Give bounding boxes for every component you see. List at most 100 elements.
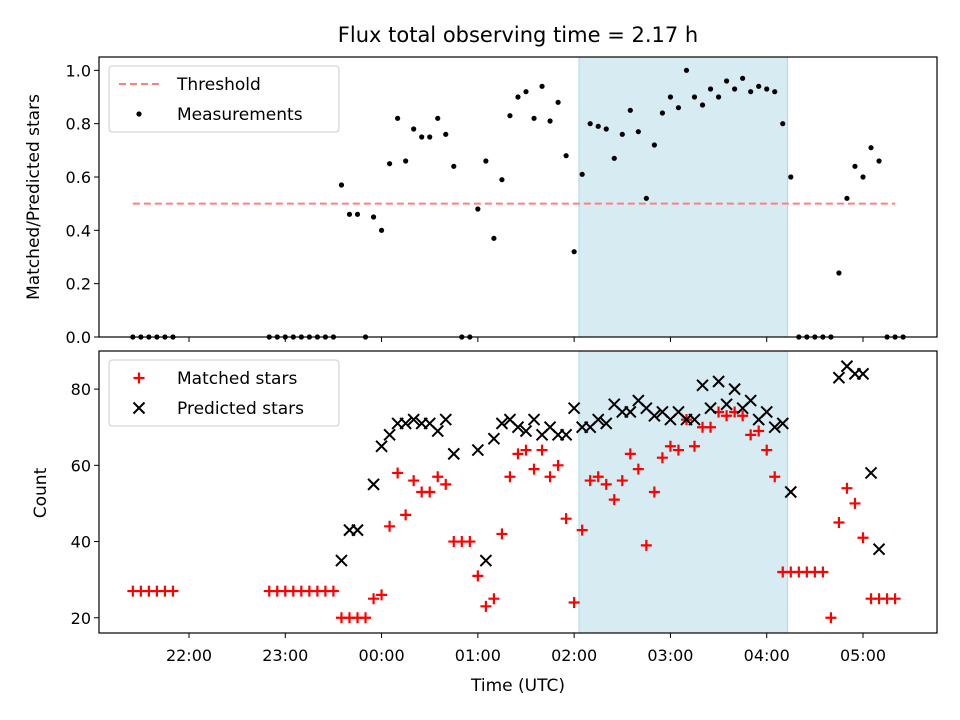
- bottom-y-axis-label: Count: [31, 467, 51, 518]
- matched-star-point: [400, 509, 412, 521]
- measurement-point: [675, 105, 682, 111]
- matched-star-point: [833, 516, 845, 528]
- predicted-star-point: [351, 523, 364, 537]
- measurement-point: [378, 227, 385, 233]
- matched-star-point: [769, 471, 781, 483]
- predicted-star-point: [872, 542, 886, 556]
- top-panel-frame: [98, 56, 938, 338]
- measurement-point: [346, 211, 353, 217]
- predicted-star-point: [832, 371, 846, 384]
- matched-star-point: [624, 448, 636, 460]
- predicted-star-point: [704, 401, 717, 415]
- measurement-point: [579, 171, 585, 177]
- measurement-point: [499, 177, 505, 183]
- predicted-star-point: [768, 421, 781, 434]
- bottom-legend: Matched stars Predicted stars: [108, 359, 340, 427]
- x-tick-label: 23:00: [262, 646, 308, 665]
- measurement-point: [531, 115, 537, 121]
- matched-star-point: [536, 444, 548, 456]
- predicted-star-point: [856, 367, 870, 381]
- measurement-point: [723, 78, 730, 84]
- measurement-point: [844, 195, 850, 201]
- y-tick-label: 0.4: [66, 221, 91, 240]
- matched-star-point: [488, 593, 500, 605]
- matched-star-point: [568, 597, 580, 609]
- legend-label: Matched stars: [177, 369, 297, 389]
- predicted-star-point: [527, 413, 541, 426]
- y-tick-label: 1.0: [66, 61, 91, 80]
- predicted-star-point: [471, 443, 485, 457]
- measurement-point: [515, 94, 521, 100]
- predicted-star-point: [720, 398, 733, 411]
- chart-title: Flux total observing time = 2.17 h: [338, 23, 698, 47]
- x-tick-label: 03:00: [647, 646, 693, 665]
- predicted-star-point: [600, 417, 613, 430]
- measurement-point: [748, 89, 754, 95]
- measurement-point: [451, 163, 457, 169]
- matched-star-point: [664, 440, 676, 452]
- predicted-star-point: [439, 413, 452, 426]
- predicted-star-point: [567, 401, 581, 415]
- observing-window-shade-top: [578, 57, 788, 337]
- predicted-star-point: [367, 478, 380, 491]
- matched-star-point: [408, 475, 420, 487]
- matched-star-point: [424, 486, 436, 498]
- measurement-point: [772, 89, 778, 95]
- matched-star-point: [552, 459, 564, 471]
- matched-star-point: [656, 452, 668, 464]
- matched-star-point: [368, 593, 380, 605]
- measurement-point: [868, 145, 874, 151]
- measurement-point: [715, 94, 722, 100]
- predicted-star-point: [407, 413, 420, 426]
- measurement-point: [667, 94, 674, 100]
- x-tick-label: 04:00: [744, 646, 790, 665]
- predicted-star-point: [511, 421, 525, 434]
- predicted-star-point: [728, 382, 741, 396]
- measurement-point: [507, 113, 513, 119]
- measurement-point: [643, 195, 649, 201]
- measurement-point: [732, 86, 738, 92]
- measurement-point: [699, 102, 706, 108]
- y-tick-label: 0.8: [66, 115, 91, 134]
- measurement-point: [427, 134, 433, 140]
- matched-star-point: [753, 425, 765, 437]
- measurement-point: [627, 107, 633, 113]
- matched-star-point: [392, 467, 404, 479]
- bottom-panel-marks: [127, 351, 901, 633]
- measurement-point: [659, 110, 666, 116]
- legend-label: Measurements: [177, 105, 303, 125]
- measurement-point: [619, 131, 625, 137]
- measurement-point: [876, 158, 882, 164]
- measurement-point: [354, 211, 361, 217]
- matched-star-point: [167, 585, 179, 597]
- measurement-point: [860, 174, 866, 180]
- matched-star-point: [576, 524, 588, 536]
- legend-measurement-swatch: [136, 111, 142, 117]
- matched-star-point: [480, 600, 492, 612]
- predicted-star-point: [447, 447, 460, 461]
- matched-star-point: [745, 429, 757, 441]
- legend-predicted-swatch: [132, 401, 146, 415]
- matched-star-point: [608, 494, 620, 506]
- top-legend: Threshold Measurements: [108, 65, 340, 133]
- predicted-star-point: [696, 379, 709, 392]
- predicted-star-point: [624, 405, 637, 419]
- bottom-panel: 20 40 60 80 22:00 23:00 00:00 01:00 02:00 03:00 0…: [31, 350, 938, 696]
- measurement-point: [539, 83, 545, 89]
- matched-star-point: [849, 497, 861, 509]
- measurement-point: [595, 123, 601, 129]
- measurement-point: [419, 134, 425, 140]
- x-tick-label: 02:00: [551, 646, 597, 665]
- x-tick-label: 01:00: [455, 646, 501, 665]
- matched-star-point: [464, 536, 476, 548]
- measurement-point: [852, 163, 858, 169]
- bottom-y-ticks: 20 40 60 80: [71, 380, 99, 628]
- measurement-point: [683, 67, 690, 73]
- matched-star-point: [384, 520, 396, 532]
- measurement-point: [587, 121, 593, 127]
- matched-star-point: [648, 486, 660, 498]
- measurement-point: [780, 121, 786, 127]
- measurement-point: [788, 174, 794, 180]
- measurement-point: [651, 142, 657, 148]
